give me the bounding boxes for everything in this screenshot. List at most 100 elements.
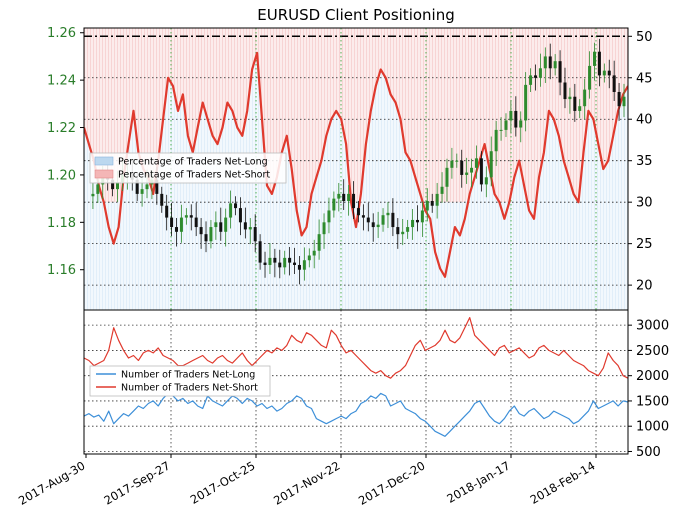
candle-body xyxy=(474,158,478,168)
price-candle xyxy=(204,221,208,253)
price-candle xyxy=(533,64,537,91)
candle-body xyxy=(327,210,331,223)
candle-body xyxy=(465,172,469,175)
net-short-pct-line xyxy=(84,51,628,278)
candle-body xyxy=(302,260,306,270)
right-tick-label-bottom: 500 xyxy=(636,445,661,460)
candle-body xyxy=(607,70,611,76)
price-candle xyxy=(583,78,587,119)
candle-body xyxy=(381,215,385,225)
right-tick-label-bottom: 2500 xyxy=(636,344,669,359)
candle-body xyxy=(293,262,297,265)
price-candle xyxy=(474,145,478,179)
price-candle xyxy=(278,249,282,279)
candle-body xyxy=(499,129,503,131)
candle-body xyxy=(543,56,547,69)
price-candle xyxy=(371,213,375,242)
right-tick-label: 40 xyxy=(636,113,653,128)
candle-body xyxy=(519,120,523,128)
candle-body xyxy=(366,217,370,223)
candle-body xyxy=(558,61,562,83)
price-candle xyxy=(484,166,488,198)
candle-body xyxy=(209,227,213,242)
count-net-long-line xyxy=(84,392,628,437)
price-candle xyxy=(263,251,267,278)
price-candle xyxy=(376,211,380,238)
candle-body xyxy=(312,250,316,256)
candle-body xyxy=(602,70,606,76)
candle-body xyxy=(548,56,552,69)
net-short-pct-path xyxy=(84,51,628,278)
candle-body xyxy=(204,234,208,242)
price-candle xyxy=(553,54,557,76)
right-tick-label-bottom: 1000 xyxy=(636,420,669,435)
price-candle xyxy=(175,218,179,247)
price-candle xyxy=(366,202,370,232)
price-candle xyxy=(238,197,242,236)
price-candle xyxy=(253,214,257,253)
price-candle xyxy=(165,194,169,231)
price-candle xyxy=(489,136,493,187)
candle-body xyxy=(332,198,336,211)
price-candle xyxy=(543,47,547,83)
right-tick-label: 45 xyxy=(636,71,653,86)
price-candle xyxy=(411,209,415,240)
price-candle xyxy=(465,157,469,184)
price-candle xyxy=(504,113,508,138)
price-candle xyxy=(612,60,616,101)
candle-body xyxy=(612,75,616,92)
x-tick-label: 2017-Oct-25 xyxy=(188,458,258,506)
candle-body xyxy=(440,186,444,194)
top-gridlines xyxy=(84,28,628,310)
candle-body xyxy=(533,75,537,78)
price-candle xyxy=(563,67,567,109)
left-tick-label: 1.18 xyxy=(47,216,76,231)
candle-body xyxy=(243,222,247,230)
candle-body xyxy=(391,212,395,228)
price-candle xyxy=(214,211,218,240)
price-candle xyxy=(573,83,577,122)
price-candle xyxy=(283,250,287,275)
price-candle xyxy=(381,208,385,232)
left-tick-label: 1.16 xyxy=(47,263,76,278)
price-candle xyxy=(248,218,252,245)
trader-count-panel-frame xyxy=(83,309,629,455)
price-candle xyxy=(268,243,272,274)
price-candle xyxy=(332,191,336,218)
candle-body xyxy=(568,96,572,100)
candle-body xyxy=(592,51,596,66)
candle-body xyxy=(455,160,459,162)
candle-body xyxy=(450,160,454,168)
candle-body xyxy=(155,179,159,194)
candle-body xyxy=(622,96,626,107)
price-candle xyxy=(568,87,572,114)
price-candle xyxy=(297,255,301,285)
price-candle xyxy=(602,63,606,83)
candle-body xyxy=(253,227,257,242)
price-candle xyxy=(224,208,228,247)
candle-body xyxy=(470,167,474,173)
price-candle xyxy=(337,182,341,212)
candle-body xyxy=(386,212,390,216)
candle-body xyxy=(263,262,267,265)
price-candle xyxy=(499,117,503,141)
candle-body xyxy=(194,217,198,228)
candle-body xyxy=(396,227,400,235)
x-tick-label: 2017-Aug-30 xyxy=(16,458,87,507)
candle-body xyxy=(189,215,193,218)
price-candle xyxy=(420,201,424,238)
candle-body xyxy=(401,231,405,235)
price-candle xyxy=(322,213,326,249)
price-candle xyxy=(514,96,518,137)
right-ticks-top: 20 25 30 35 40 45 50 xyxy=(628,30,653,294)
price-candle xyxy=(470,158,474,188)
price-candle xyxy=(386,201,390,229)
right-tick-label: 35 xyxy=(636,154,653,169)
legend-label-net-long-pct: Percentage of Traders Net-Long xyxy=(118,157,268,168)
legend-swatch-net-long-pct xyxy=(94,156,114,166)
price-candle xyxy=(91,182,95,210)
candle-body xyxy=(170,217,174,228)
candle-body xyxy=(96,184,100,194)
price-candle xyxy=(189,204,193,231)
